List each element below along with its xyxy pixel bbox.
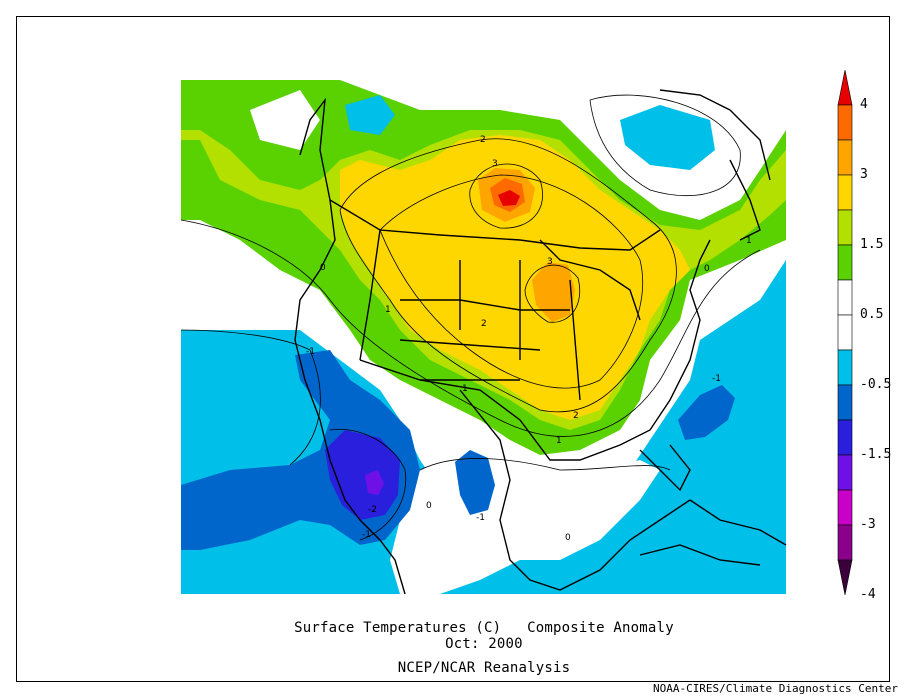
colorbar-tick-label: 0.5 <box>860 307 884 322</box>
neutral-zone-south <box>390 450 660 594</box>
warm-core-orange-central <box>532 262 575 322</box>
colorbar-tick-label: -4 <box>860 587 876 602</box>
contour-label-group: 2 3 3 2 1 0 1 2 1 0 -1 -1 -2 -1 -1 0 0 1 <box>306 135 752 543</box>
contour-label: 2 <box>480 135 486 145</box>
colorbar-tick-label: -0.5 <box>860 377 892 392</box>
colorbar-tick-label: 3 <box>860 167 868 182</box>
contour-label: -1 <box>306 347 315 357</box>
contour-label: 3 <box>492 159 498 169</box>
cold-pocket-north <box>345 95 395 135</box>
coastlines-and-borders <box>294 89 787 595</box>
colorbar-segment <box>837 559 853 596</box>
colorbar-segment <box>837 314 853 351</box>
colorbar-tick-label: -1.5 <box>860 447 892 462</box>
cold-core-violet <box>365 470 384 495</box>
colorbar-segment <box>837 454 853 491</box>
contour-lines <box>180 94 761 541</box>
cold-pocket-hudson <box>620 105 715 170</box>
contour-label: -1 <box>712 374 721 384</box>
contour-label: -2 <box>368 505 377 515</box>
colorbar-segment <box>837 489 853 526</box>
cold-pocket-southern-rockies <box>455 450 495 515</box>
credit-line: NOAA-CIRES/Climate Diagnostics Center <box>652 682 898 695</box>
contour-label: 2 <box>573 411 579 421</box>
contour-label: 0 <box>320 263 326 273</box>
colorbar-tick-label: -3 <box>860 517 876 532</box>
map-source: NCEP/NCAR Reanalysis <box>397 660 571 676</box>
contour-label: -1 <box>476 513 485 523</box>
map-period: Oct: 2000 <box>445 636 523 652</box>
colorbar-segment <box>837 209 853 246</box>
warm-core-red <box>498 190 520 206</box>
colorbar-segment <box>837 139 853 176</box>
colorbar-segment <box>837 244 853 281</box>
cold-pocket-atlantic <box>678 385 735 440</box>
contour-label: 1 <box>746 236 752 246</box>
colorbar-segments <box>837 69 853 596</box>
colorbar-segment <box>837 349 853 386</box>
colorbar-segment <box>837 524 853 561</box>
colorbar-tick-label: 1.5 <box>860 237 884 252</box>
colorbar-segment <box>837 104 853 141</box>
neutral-zone-nw <box>250 90 320 150</box>
map-title: Surface Temperatures (C) Composite Anoma… <box>294 620 674 636</box>
contour-label: 0 <box>565 533 571 543</box>
contour-label: 1 <box>556 436 562 446</box>
plot-frame <box>16 16 890 682</box>
contour-label: 1 <box>462 384 468 394</box>
contour-label: 2 <box>481 319 487 329</box>
colorbar-segment <box>837 279 853 316</box>
contour-label: -1 <box>362 530 371 540</box>
contour-label: 0 <box>704 264 710 274</box>
contour-label: 1 <box>385 305 391 315</box>
contour-label: 0 <box>426 501 432 511</box>
contour-label: 3 <box>547 257 553 267</box>
colorbar-segment <box>837 69 853 106</box>
colorbar-segment <box>837 419 853 456</box>
anomaly-band-yellow <box>340 135 690 420</box>
colorbar-segment <box>837 174 853 211</box>
colorbar-tick-label: 4 <box>860 97 868 112</box>
colorbar-segment <box>837 384 853 421</box>
